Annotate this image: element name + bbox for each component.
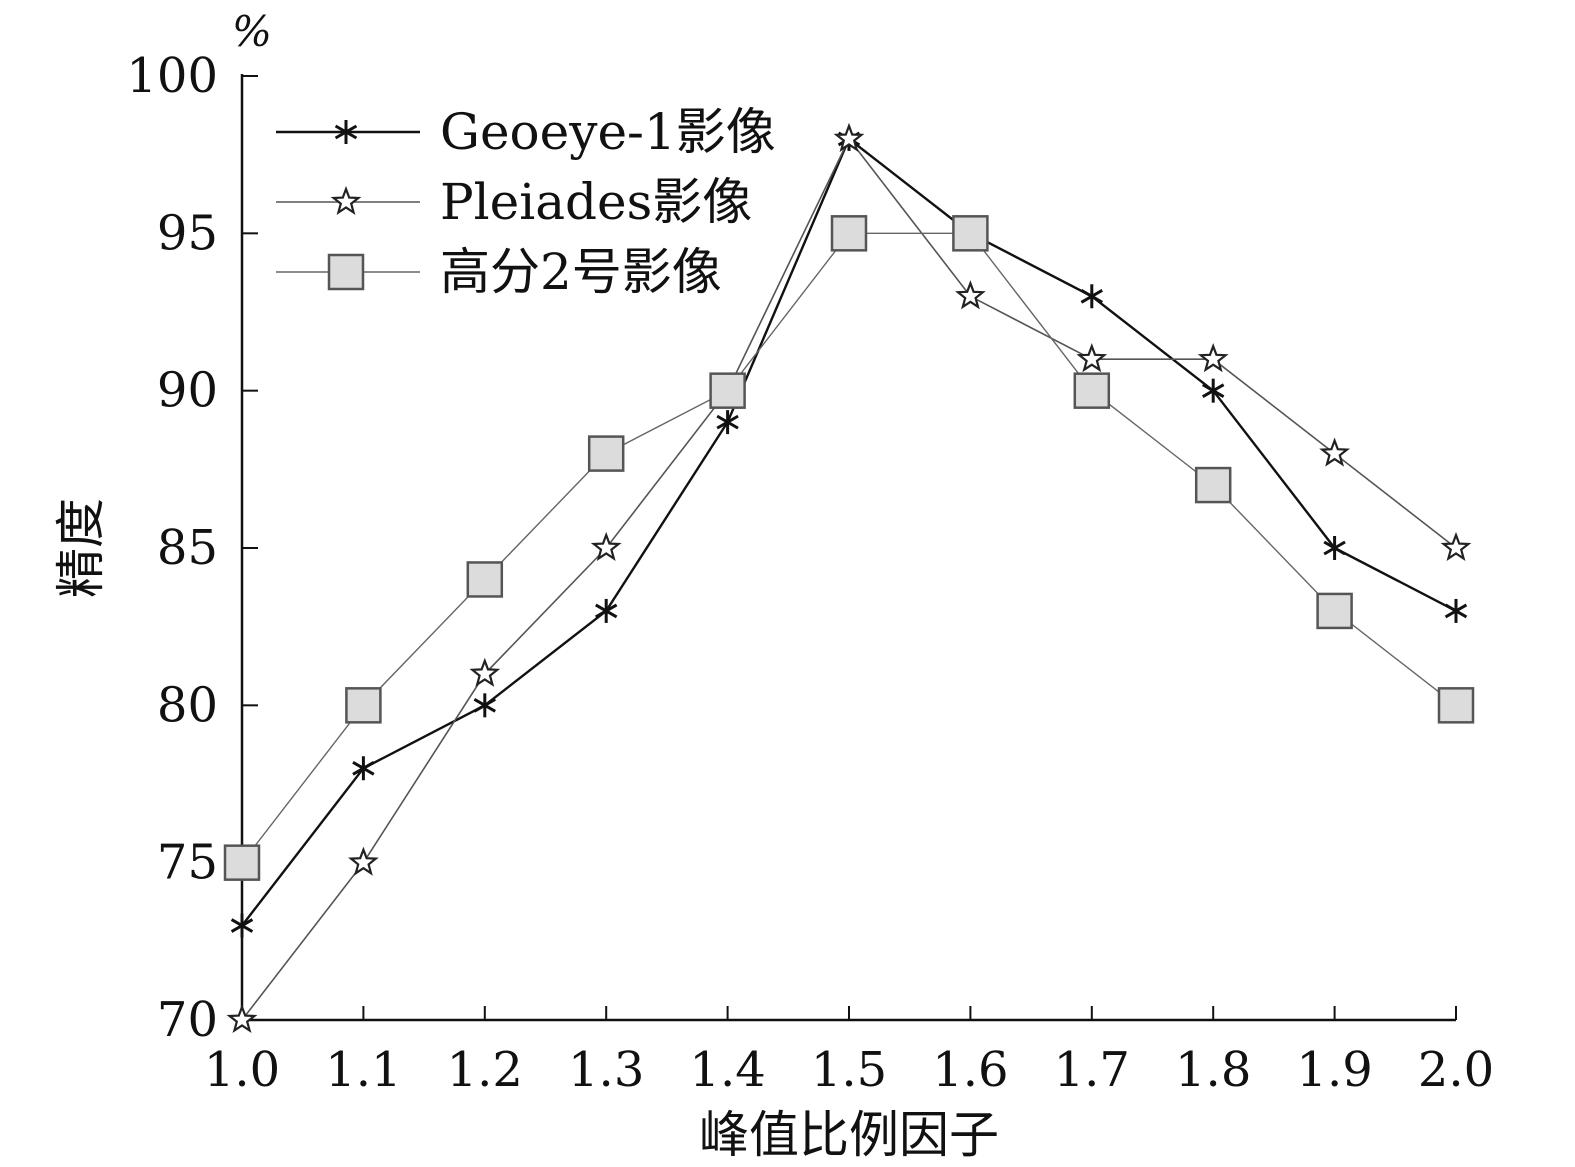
star-marker	[955, 280, 986, 310]
square-marker	[952, 215, 989, 252]
square-marker	[327, 253, 365, 291]
x-tick-label: 2.0	[1418, 1042, 1494, 1098]
x-tick-label: 1.9	[1296, 1042, 1372, 1098]
series-line	[241, 137, 1457, 1021]
legend-item-2: Pleiades影像	[276, 173, 752, 231]
series-3	[223, 215, 1475, 881]
square-marker	[587, 435, 625, 472]
x-tick-label: 1.3	[568, 1042, 644, 1098]
asterisk-marker	[1323, 536, 1346, 560]
square-marker	[1316, 592, 1353, 630]
star-marker	[348, 846, 379, 876]
x-tick-label: 1.4	[689, 1042, 765, 1098]
asterisk-marker	[334, 120, 358, 144]
asterisk-marker	[595, 598, 618, 623]
series-layer	[223, 122, 1475, 1034]
square-marker	[1073, 372, 1111, 409]
square-marker	[830, 215, 868, 252]
star-marker	[1197, 343, 1229, 373]
legend-item-3: 高分2号影像	[276, 243, 722, 301]
chart-axes: 70 75 80 85 90 95 100 1.0 1.1 1.2 1.3 1.4 1.5 1.6 1.7 1…	[126, 48, 1494, 1098]
x-tick-label: 1.1	[325, 1042, 401, 1098]
x-axis-label: 峰值比例因子	[699, 1106, 999, 1164]
asterisk-marker	[716, 410, 739, 435]
x-tick-label: 1.2	[447, 1042, 523, 1098]
legend-label: Pleiades影像	[440, 173, 752, 231]
legend-label: Geoeye-1影像	[440, 103, 776, 161]
square-marker	[223, 844, 261, 881]
star-marker	[469, 657, 501, 687]
series-line	[241, 136, 1457, 927]
y-tick-label: 95	[157, 205, 218, 261]
legend-label: 高分2号影像	[440, 243, 722, 301]
y-tick-label: 75	[157, 835, 218, 891]
star-marker	[833, 122, 865, 153]
square-marker	[1194, 466, 1232, 504]
square-marker	[345, 687, 382, 724]
y-tick-label: 85	[157, 520, 218, 576]
y-tick-label: 80	[157, 677, 218, 733]
asterisk-marker	[352, 756, 375, 781]
asterisk-marker	[1202, 378, 1225, 403]
star-marker	[1319, 437, 1350, 467]
asterisk-marker	[1444, 598, 1468, 623]
x-tick-label: 1.7	[1054, 1042, 1130, 1098]
y-tick-label: 90	[157, 363, 218, 419]
x-tick-label: 1.8	[1175, 1042, 1251, 1098]
asterisk-marker	[1080, 284, 1103, 309]
star-marker	[590, 531, 622, 562]
y-tick-label: 100	[126, 48, 218, 104]
x-tick-label: 1.6	[932, 1042, 1008, 1098]
y-tick-label: 70	[157, 992, 218, 1048]
x-tick-label: 1.0	[204, 1042, 280, 1098]
asterisk-marker	[473, 693, 496, 718]
square-marker	[709, 372, 746, 409]
star-marker	[330, 185, 362, 216]
square-marker	[1437, 687, 1475, 724]
square-marker	[466, 561, 504, 598]
asterisk-marker	[230, 913, 254, 938]
legend-item-1: Geoeye-1影像	[276, 103, 776, 161]
y-axis-label: 精度	[52, 498, 110, 598]
series-2	[226, 122, 1472, 1034]
star-marker	[1440, 531, 1472, 562]
y-axis-unit: %	[232, 7, 272, 56]
star-marker	[1076, 343, 1108, 373]
star-marker	[226, 1003, 258, 1034]
x-tick-label: 1.5	[811, 1042, 887, 1098]
